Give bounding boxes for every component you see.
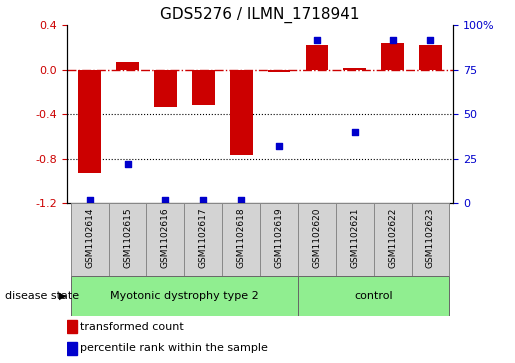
Text: Myotonic dystrophy type 2: Myotonic dystrophy type 2 (110, 291, 259, 301)
Text: GSM1102615: GSM1102615 (123, 208, 132, 269)
Text: GSM1102621: GSM1102621 (350, 208, 359, 268)
Bar (381, 43, 404, 70)
Bar (67, 342, 77, 355)
Text: GSM1102620: GSM1102620 (313, 208, 321, 268)
Bar (78, 70, 101, 173)
Bar (116, 62, 139, 70)
Bar (192, 70, 215, 105)
Bar (71, 203, 109, 276)
Point (199, 197, 208, 203)
Bar (67, 320, 77, 333)
Text: GSM1102623: GSM1102623 (426, 208, 435, 268)
Point (388, 37, 397, 42)
Text: disease state: disease state (5, 291, 79, 301)
Point (237, 197, 245, 203)
Bar (344, 68, 366, 70)
Text: GSM1102619: GSM1102619 (274, 208, 284, 269)
Text: GSM1102614: GSM1102614 (85, 208, 94, 268)
Point (426, 37, 435, 42)
Bar (184, 203, 222, 276)
Text: ▶: ▶ (59, 291, 67, 301)
Bar (71, 276, 298, 316)
Bar (109, 203, 146, 276)
Point (124, 161, 132, 167)
Bar (298, 276, 450, 316)
Point (85, 197, 94, 203)
Bar (411, 203, 450, 276)
Title: GDS5276 / ILMN_1718941: GDS5276 / ILMN_1718941 (160, 7, 360, 23)
Text: control: control (354, 291, 393, 301)
Bar (230, 70, 252, 155)
Point (351, 129, 359, 135)
Bar (419, 45, 442, 70)
Bar (154, 70, 177, 107)
Point (161, 197, 169, 203)
Text: GSM1102618: GSM1102618 (236, 208, 246, 269)
Bar (146, 203, 184, 276)
Text: GSM1102617: GSM1102617 (199, 208, 208, 269)
Text: transformed count: transformed count (80, 322, 184, 332)
Text: GSM1102622: GSM1102622 (388, 208, 397, 268)
Bar (305, 45, 328, 70)
Text: percentile rank within the sample: percentile rank within the sample (80, 343, 268, 354)
Point (313, 37, 321, 42)
Text: GSM1102616: GSM1102616 (161, 208, 170, 269)
Bar (336, 203, 374, 276)
Bar (268, 70, 290, 72)
Point (275, 143, 283, 149)
Bar (298, 203, 336, 276)
Bar (260, 203, 298, 276)
Bar (374, 203, 411, 276)
Bar (222, 203, 260, 276)
